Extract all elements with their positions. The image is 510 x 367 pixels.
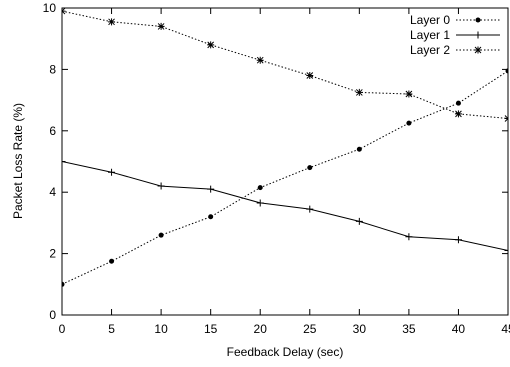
data-point [405, 90, 413, 98]
data-point [257, 185, 263, 191]
x-tick-label: 30 [353, 322, 367, 336]
data-point [108, 18, 116, 26]
data-point [158, 232, 164, 238]
data-point [256, 199, 264, 207]
legend-label: Layer 0 [410, 13, 450, 27]
data-point [454, 236, 462, 244]
series-layer-1 [62, 158, 508, 255]
x-axis: 0 5 10 15 20 25 30 35 40 45 [59, 8, 510, 336]
y-axis-title: Packet Loss Rate (%) [11, 103, 25, 219]
data-point [208, 214, 214, 220]
y-tick-label: 8 [49, 62, 56, 76]
data-point [454, 110, 462, 118]
y-tick-label: 0 [49, 308, 56, 322]
data-point [307, 165, 313, 171]
data-point [256, 56, 264, 64]
legend-label: Layer 1 [410, 28, 450, 42]
data-point [62, 281, 65, 287]
series-line [62, 70, 508, 285]
data-point [207, 41, 215, 49]
data-point [355, 217, 363, 225]
data-point [157, 22, 165, 30]
series-layer-0 [62, 68, 508, 287]
series-line [62, 10, 508, 119]
x-tick-label: 40 [452, 322, 466, 336]
series-layer [62, 7, 508, 287]
series-line [62, 161, 508, 251]
x-tick-label: 15 [204, 322, 218, 336]
y-tick-label: 4 [49, 185, 56, 199]
x-tick-label: 5 [108, 322, 115, 336]
y-tick-label: 10 [43, 1, 57, 15]
data-point [356, 146, 362, 152]
data-point [306, 205, 314, 213]
data-point [207, 185, 215, 193]
data-point [108, 168, 116, 176]
y-tick-label: 6 [49, 124, 56, 138]
data-point [109, 258, 115, 264]
legend-marker [474, 46, 482, 54]
data-point [306, 72, 314, 80]
x-tick-label: 0 [59, 322, 66, 336]
data-point [62, 158, 66, 165]
data-point [405, 233, 413, 241]
data-point [505, 68, 508, 74]
x-tick-label: 45 [501, 322, 510, 336]
x-tick-label: 20 [254, 322, 268, 336]
legend-marker [474, 31, 482, 39]
data-point [504, 247, 508, 255]
legend-label: Layer 2 [410, 43, 450, 57]
x-tick-label: 10 [154, 322, 168, 336]
data-point [62, 7, 66, 15]
data-point [157, 182, 165, 190]
y-tick-label: 2 [49, 247, 56, 261]
x-tick-label: 25 [303, 322, 317, 336]
data-point [406, 120, 412, 126]
x-tick-label: 35 [402, 322, 416, 336]
series-layer-2 [62, 7, 508, 123]
data-point [355, 88, 363, 96]
data-point [455, 100, 461, 106]
data-point [504, 115, 508, 123]
legend-marker [475, 17, 481, 23]
y-axis: 0 2 4 6 8 10 [43, 1, 508, 322]
x-axis-title: Feedback Delay (sec) [227, 345, 344, 359]
